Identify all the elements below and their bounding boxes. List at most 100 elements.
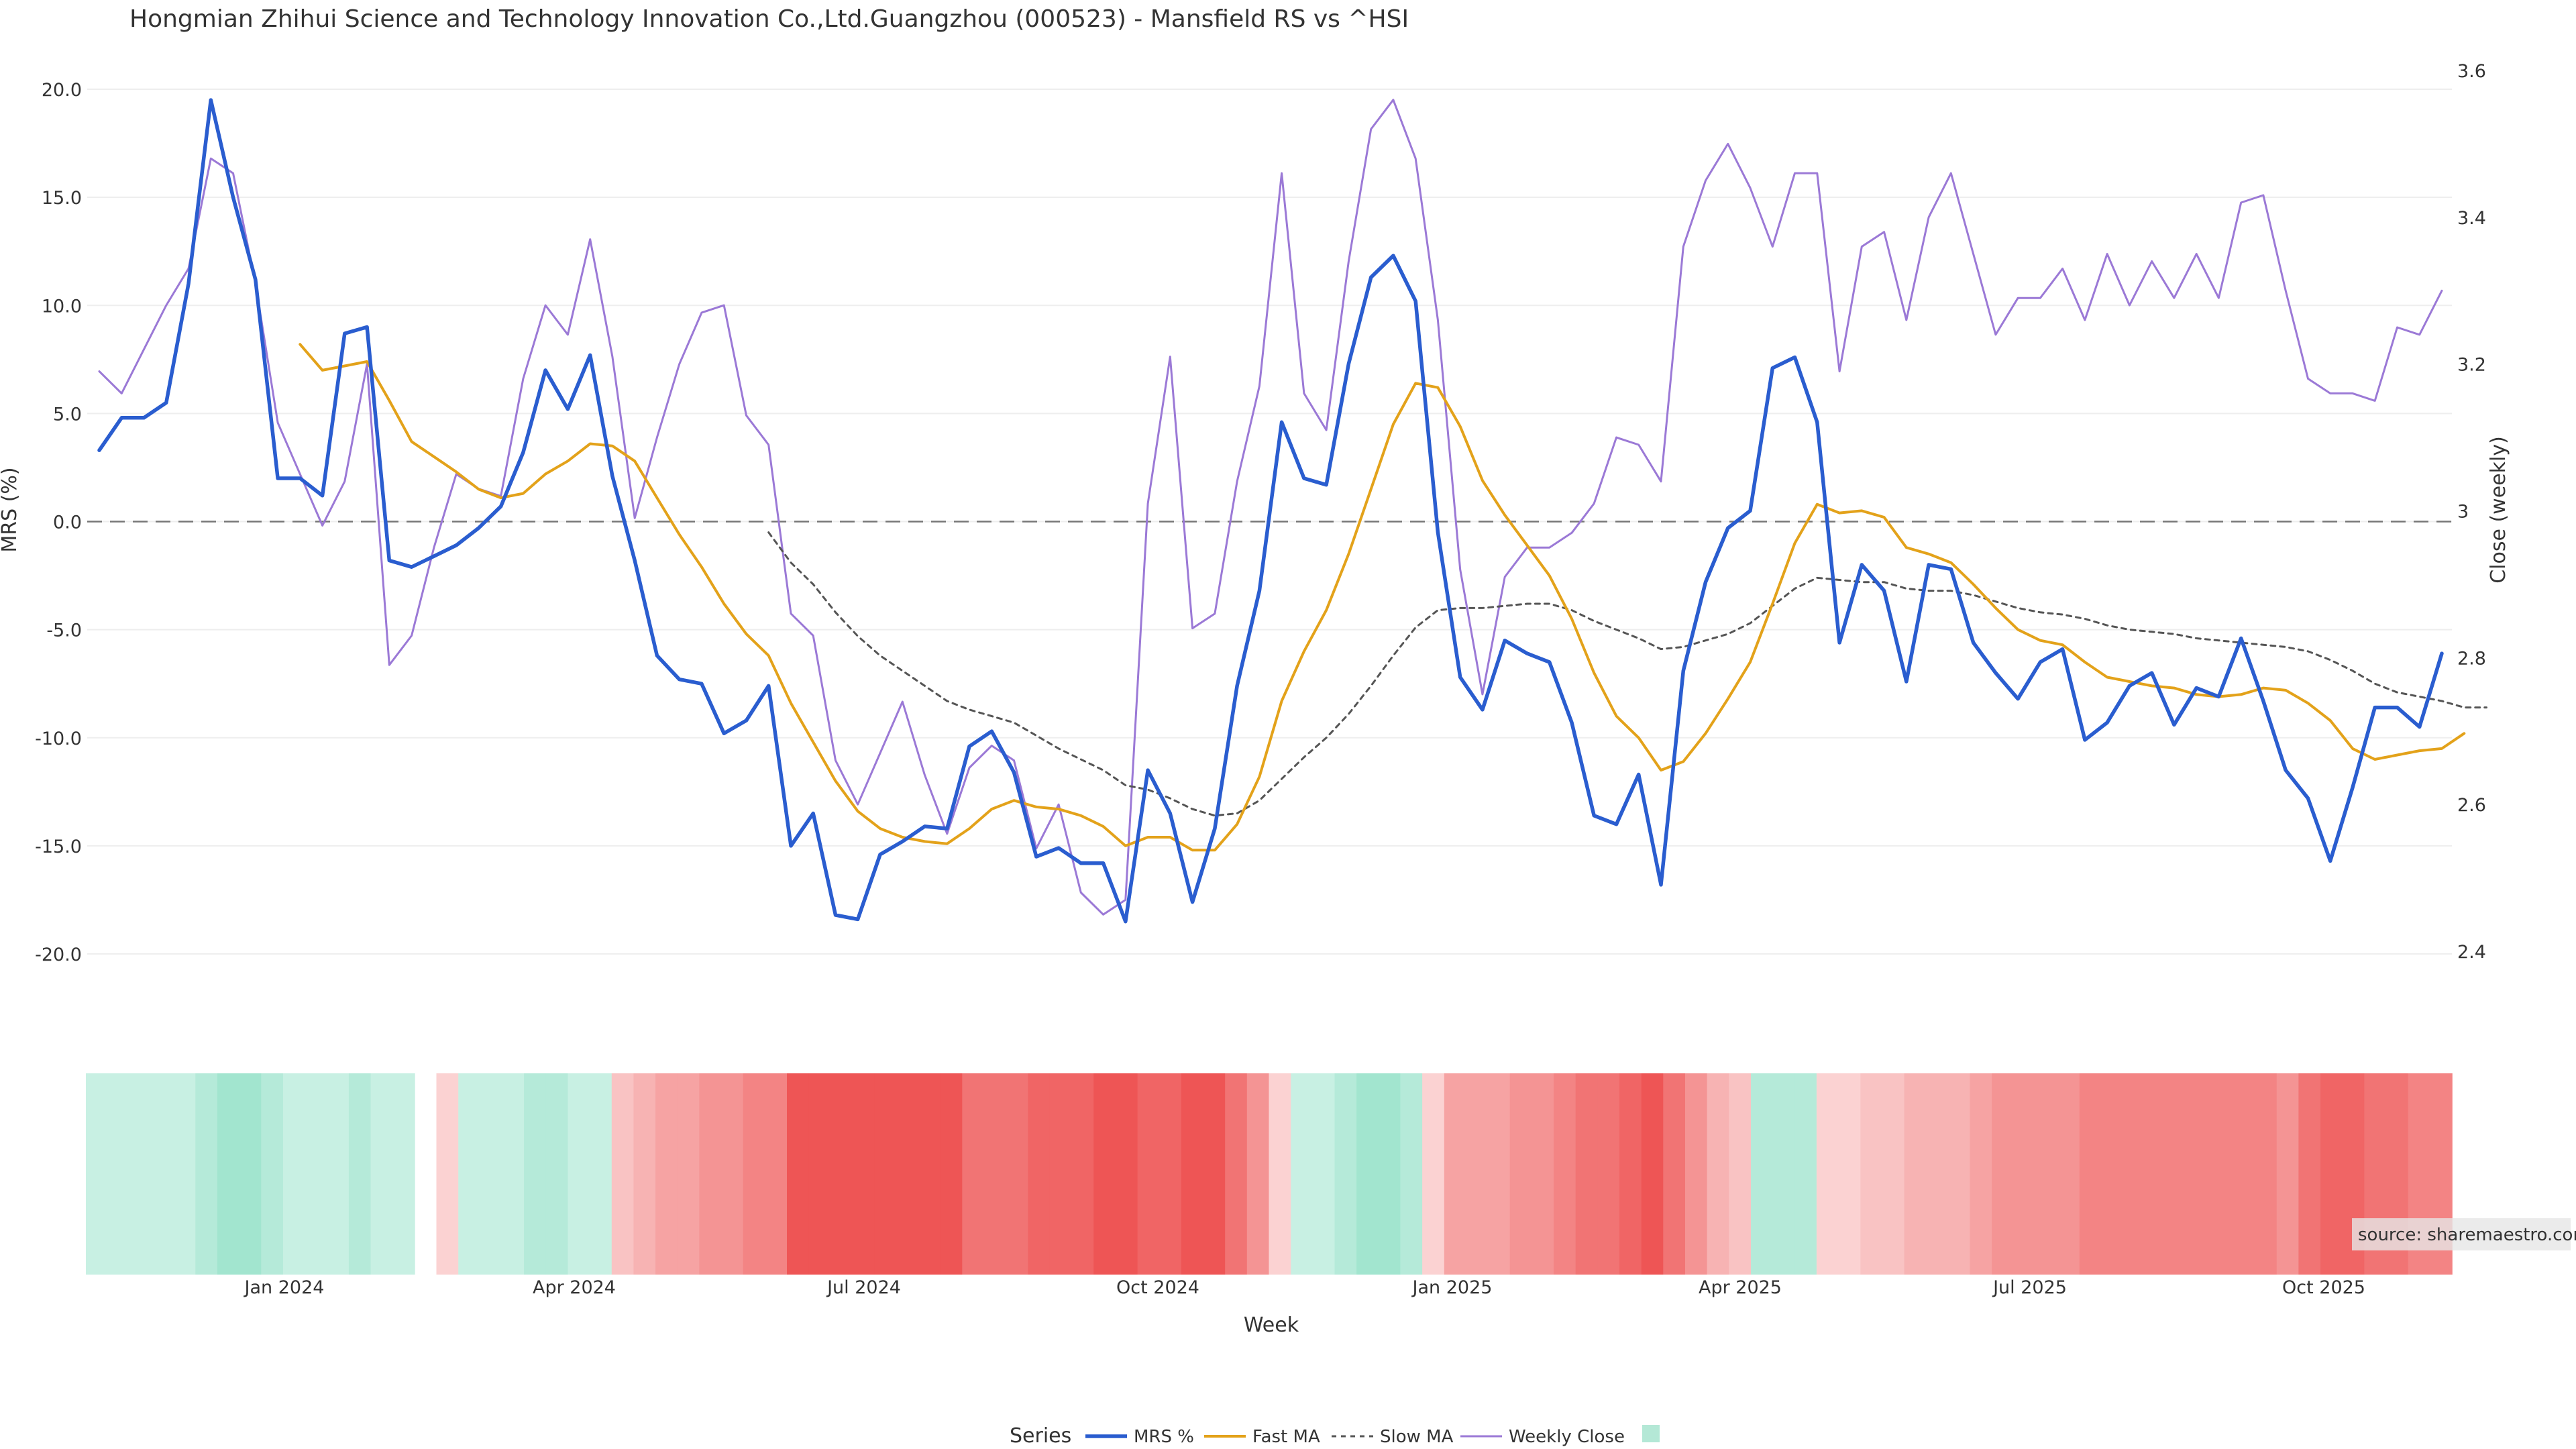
heatmap-cell: [1926, 1073, 1949, 1275]
heatmap-cell: [1137, 1073, 1161, 1275]
heatmap-cell: [2210, 1073, 2234, 1275]
chart-title: Hongmian Zhihui Science and Technology I…: [129, 5, 1409, 33]
heatmap-cell: [392, 1073, 415, 1275]
y-tick-left: 10.0: [42, 296, 82, 317]
heatmap-cell: [1685, 1073, 1708, 1275]
mrs-line: [97, 98, 2444, 924]
heatmap-cell: [1159, 1073, 1182, 1275]
heatmap-cell: [173, 1073, 197, 1275]
heatmap-cell: [2145, 1073, 2168, 1275]
x-tick: Oct 2025: [2282, 1277, 2365, 1298]
heatmap-cell: [1641, 1073, 1664, 1275]
heatmap-cell: [152, 1073, 174, 1275]
heatmap-legend-swatch: [1642, 1425, 1660, 1442]
heatmap-cell: [655, 1073, 678, 1275]
heatmap-cell: [1115, 1073, 1138, 1275]
heatmap-cell: [1882, 1073, 1905, 1275]
heatmap-cell: [765, 1073, 788, 1275]
heatmap-cell: [1006, 1073, 1029, 1275]
heatmap-cell: [458, 1073, 481, 1275]
x-tick: Apr 2024: [533, 1277, 616, 1298]
heatmap-cell: [2255, 1073, 2277, 1275]
y-tick-left: 0.0: [53, 513, 82, 533]
heatmap-cell: [611, 1073, 635, 1275]
x-tick: Jan 2025: [1411, 1277, 1493, 1298]
heatmap-cell: [1312, 1073, 1336, 1275]
heatmap-cell: [480, 1073, 503, 1275]
y-tick-left: 5.0: [53, 404, 82, 425]
heatmap-cell: [86, 1073, 109, 1275]
heatmap-cell: [1334, 1073, 1357, 1275]
y-axis-left: 20.0 15.0 10.0 5.0 0.0 -5.0 -10.0 -15.0 -20.0: [35, 80, 82, 965]
y-tick-right: 2.4: [2457, 942, 2486, 963]
heatmap-cell: [261, 1073, 284, 1275]
heatmap-cell: [787, 1073, 810, 1275]
heatmap-band: [86, 1073, 2453, 1275]
legend-label: Fast MA: [1252, 1427, 1320, 1447]
heatmap-cell: [699, 1073, 722, 1275]
slow-ma-line: [767, 531, 2487, 817]
y-tick-right: 3.4: [2457, 208, 2486, 229]
heatmap-cell: [282, 1073, 306, 1275]
heatmap-cell: [984, 1073, 1007, 1275]
x-tick: Jan 2024: [244, 1277, 325, 1298]
heatmap-cell: [1181, 1073, 1204, 1275]
heatmap-cell: [1838, 1073, 1862, 1275]
heatmap-cell: [217, 1073, 240, 1275]
heatmap-cell: [1291, 1073, 1313, 1275]
x-axis-label: Week: [1244, 1313, 1299, 1337]
heatmap-cell: [1509, 1073, 1533, 1275]
heatmap-cell: [1970, 1073, 1992, 1275]
heatmap-cell: [1203, 1073, 1226, 1275]
heatmap-cell: [129, 1073, 152, 1275]
y-axis-left-label: MRS (%): [0, 467, 21, 552]
heatmap-cell: [2057, 1073, 2080, 1275]
heatmap-cell: [677, 1073, 700, 1275]
heatmap-cell: [874, 1073, 898, 1275]
y-tick-left: -5.0: [46, 621, 82, 641]
heatmap-cell: [2298, 1073, 2321, 1275]
heatmap-cell: [633, 1073, 656, 1275]
heatmap-cell: [1422, 1073, 1445, 1275]
heatmap-cell: [896, 1073, 919, 1275]
heatmap-cell: [502, 1073, 525, 1275]
heatmap-cell: [107, 1073, 131, 1275]
heatmap-cell: [2276, 1073, 2300, 1275]
x-tick: Jul 2025: [1992, 1277, 2067, 1298]
heatmap-cell: [830, 1073, 853, 1275]
y-tick-right: 2.8: [2457, 648, 2486, 669]
heatmap-cell: [568, 1073, 590, 1275]
heatmap-cell: [590, 1073, 612, 1275]
heatmap-cell: [1444, 1073, 1467, 1275]
legend-label: Slow MA: [1380, 1427, 1454, 1447]
heatmap-cell: [743, 1073, 766, 1275]
y-tick-right: 2.6: [2457, 795, 2486, 816]
y-tick-left: -10.0: [35, 729, 82, 749]
heatmap-cell: [1532, 1073, 1554, 1275]
y-axis-right: 3.6 3.4 3.2 3 2.8 2.6 2.4: [2457, 61, 2486, 963]
y-tick-right: 3.6: [2457, 61, 2486, 82]
legend-label: Weekly Close: [1509, 1427, 1625, 1447]
y-tick-left: -15.0: [35, 837, 82, 857]
y-axis-right-label: Close (weekly): [2487, 436, 2510, 584]
heatmap-cell: [1093, 1073, 1116, 1275]
source-text: source: sharemaestro.com: [2358, 1225, 2576, 1245]
heatmap-cell: [1707, 1073, 1730, 1275]
heatmap-cell: [1992, 1073, 2015, 1275]
heatmap-cell: [1049, 1073, 1073, 1275]
fast-ma-line: [299, 343, 2466, 852]
heatmap-cell: [1904, 1073, 1927, 1275]
legend-title: Series: [1010, 1424, 1071, 1448]
y-tick-left: 20.0: [42, 80, 82, 101]
x-tick: Oct 2024: [1116, 1277, 1199, 1298]
heatmap-cell: [1947, 1073, 1971, 1275]
heatmap-cell: [1860, 1073, 1883, 1275]
heatmap-cell: [195, 1073, 218, 1275]
heatmap-cell: [2035, 1073, 2058, 1275]
heatmap-cell: [1028, 1073, 1051, 1275]
heatmap-cell: [1816, 1073, 1839, 1275]
heatmap-cell: [2123, 1073, 2146, 1275]
x-tick: Apr 2025: [1699, 1277, 1782, 1298]
heatmap-cell: [1269, 1073, 1291, 1275]
